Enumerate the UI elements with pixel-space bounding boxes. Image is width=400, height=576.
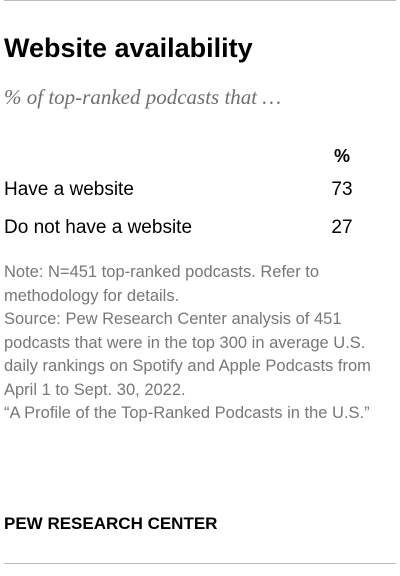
pew-research-center-logo-text: PEW RESEARCH CENTER	[4, 514, 218, 533]
table-row-no-website: Do not have a website 27	[4, 214, 396, 252]
chart-subtitle: % of top-ranked podcasts that …	[4, 85, 282, 109]
top-divider	[4, 0, 396, 1]
source-text: Source: Pew Research Center analysis of …	[4, 310, 371, 399]
row-value: 27	[331, 217, 353, 238]
column-header-percent: %	[333, 146, 350, 166]
table-row-have-website: Have a website 73	[4, 176, 396, 214]
chart-title: Website availability	[4, 33, 253, 63]
bottom-divider	[4, 563, 396, 564]
chart-notes: Note: N=451 top-ranked podcasts. Refer t…	[4, 261, 396, 426]
note-text: Note: N=451 top-ranked podcasts. Refer t…	[4, 263, 320, 305]
row-value: 73	[331, 179, 353, 200]
row-label: Have a website	[4, 179, 134, 200]
row-label: Do not have a website	[4, 217, 193, 238]
report-title-text: “A Profile of the Top-Ranked Podcasts in…	[4, 404, 370, 422]
